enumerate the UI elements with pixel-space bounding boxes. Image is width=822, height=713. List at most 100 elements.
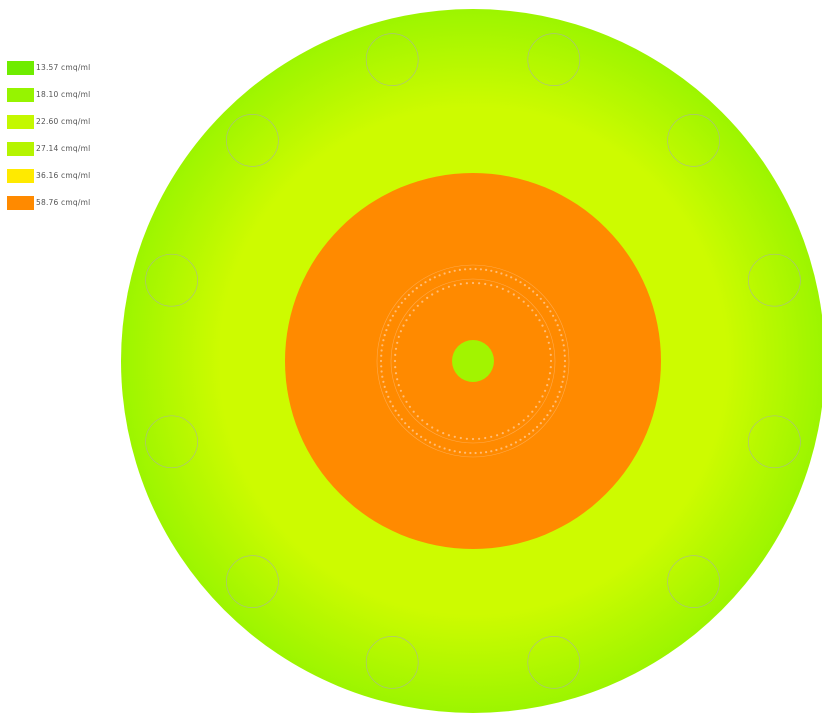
ring-dot: [495, 448, 498, 452]
ring-dot: [443, 447, 446, 450]
ring-dot: [505, 274, 508, 277]
ring-dot: [495, 270, 498, 274]
ring-dot: [546, 414, 549, 417]
ring-dot: [556, 324, 559, 327]
legend-item: 58.76 cmq/ml: [7, 189, 127, 216]
ring-dot: [474, 267, 477, 271]
ring-dot: [538, 319, 541, 322]
peripheral-holes: [145, 33, 801, 689]
legend-label: 18.10 cmq/ml: [36, 90, 91, 99]
ring-dot: [383, 334, 386, 337]
ring-dot: [471, 281, 475, 285]
peripheral-hole: [748, 253, 801, 307]
ring-dot: [548, 347, 552, 350]
peripheral-hole: [748, 415, 801, 469]
ring-dot: [531, 309, 534, 312]
ring-dot: [447, 285, 450, 288]
ring-dot: [408, 314, 411, 317]
ring-dot: [433, 443, 436, 446]
ring-dot: [519, 281, 522, 284]
ring-dot: [458, 451, 461, 454]
ring-dot: [563, 365, 566, 368]
ring-dot: [399, 330, 402, 333]
ring-dot: [380, 354, 383, 357]
ring-dot: [421, 419, 424, 422]
ring-dot: [397, 414, 400, 417]
legend-item: 18.10 cmq/ml: [7, 81, 127, 108]
peripheral-hole: [527, 636, 581, 689]
ring-dot: [415, 432, 418, 435]
ring-dot: [485, 451, 488, 454]
ring-dot: [465, 437, 468, 440]
ring-dot: [490, 435, 493, 438]
legend-swatch: [7, 87, 34, 102]
ring-dot: [560, 334, 563, 337]
ring-dot: [447, 434, 450, 437]
ring-dot: [431, 426, 434, 429]
ring-dot: [380, 370, 383, 373]
ring-dot: [387, 395, 390, 398]
ring-dot: [382, 339, 385, 342]
ring-dot: [399, 389, 402, 392]
ring-dot: [479, 451, 482, 454]
ring-dot: [381, 375, 384, 378]
ring-dot: [496, 434, 499, 437]
ring-dot: [453, 450, 456, 453]
ring-dot: [438, 445, 441, 448]
peripheral-hole: [145, 253, 198, 307]
ring-dot: [442, 287, 445, 290]
ring-dot: [514, 441, 518, 444]
ring-dot: [543, 418, 546, 421]
ring-dot: [563, 359, 567, 363]
ring-dot: [471, 437, 475, 441]
ring-dot: [402, 324, 405, 327]
ring-dot: [408, 405, 411, 408]
ring-dot: [400, 301, 403, 304]
ring-dot: [394, 366, 397, 369]
dot-rings: [376, 264, 570, 458]
ring-dot: [552, 314, 555, 317]
ring-dot: [385, 329, 388, 332]
ring-dot: [546, 305, 549, 308]
ring-dot: [465, 282, 468, 285]
ring-dot: [500, 447, 503, 450]
ring-dot: [527, 304, 530, 307]
legend-label: 13.57 cmq/ml: [36, 63, 91, 72]
ring-dot: [523, 284, 527, 287]
ring-dot: [501, 287, 504, 290]
ring-dot: [519, 438, 522, 441]
ring-dot: [490, 450, 493, 453]
ring-dot: [429, 278, 432, 281]
ring-dot: [507, 290, 510, 293]
ring-dot: [554, 319, 557, 322]
ring-dot: [436, 290, 439, 293]
ring-dot: [436, 429, 439, 432]
ring-dot: [561, 380, 564, 383]
ring-dot: [549, 409, 552, 412]
ring-dot: [563, 354, 566, 357]
ring-dot: [416, 304, 419, 307]
ring-dot: [380, 349, 383, 352]
ring-dot: [415, 287, 418, 290]
ring-dot: [512, 426, 515, 429]
ring-dot: [394, 310, 397, 313]
ring-dot: [402, 395, 405, 398]
ring-dot: [453, 269, 456, 272]
ring-dot: [383, 385, 386, 388]
ring-dot: [469, 451, 472, 455]
ring-dot: [510, 443, 513, 446]
legend-swatch: [7, 195, 34, 210]
ring-dot: [464, 268, 467, 271]
ring-dot: [514, 278, 518, 281]
ring-dot: [536, 293, 539, 297]
ring-dot: [433, 276, 436, 279]
ring-dot: [405, 319, 408, 322]
legend-swatch: [7, 141, 34, 156]
ring-dot: [407, 293, 410, 297]
ring-dot: [412, 410, 415, 413]
legend-label: 27.14 cmq/ml: [36, 144, 91, 153]
peripheral-hole: [527, 33, 581, 86]
ring-outline: [390, 278, 556, 444]
ring-dot: [453, 435, 456, 438]
legend-swatch: [7, 114, 34, 129]
